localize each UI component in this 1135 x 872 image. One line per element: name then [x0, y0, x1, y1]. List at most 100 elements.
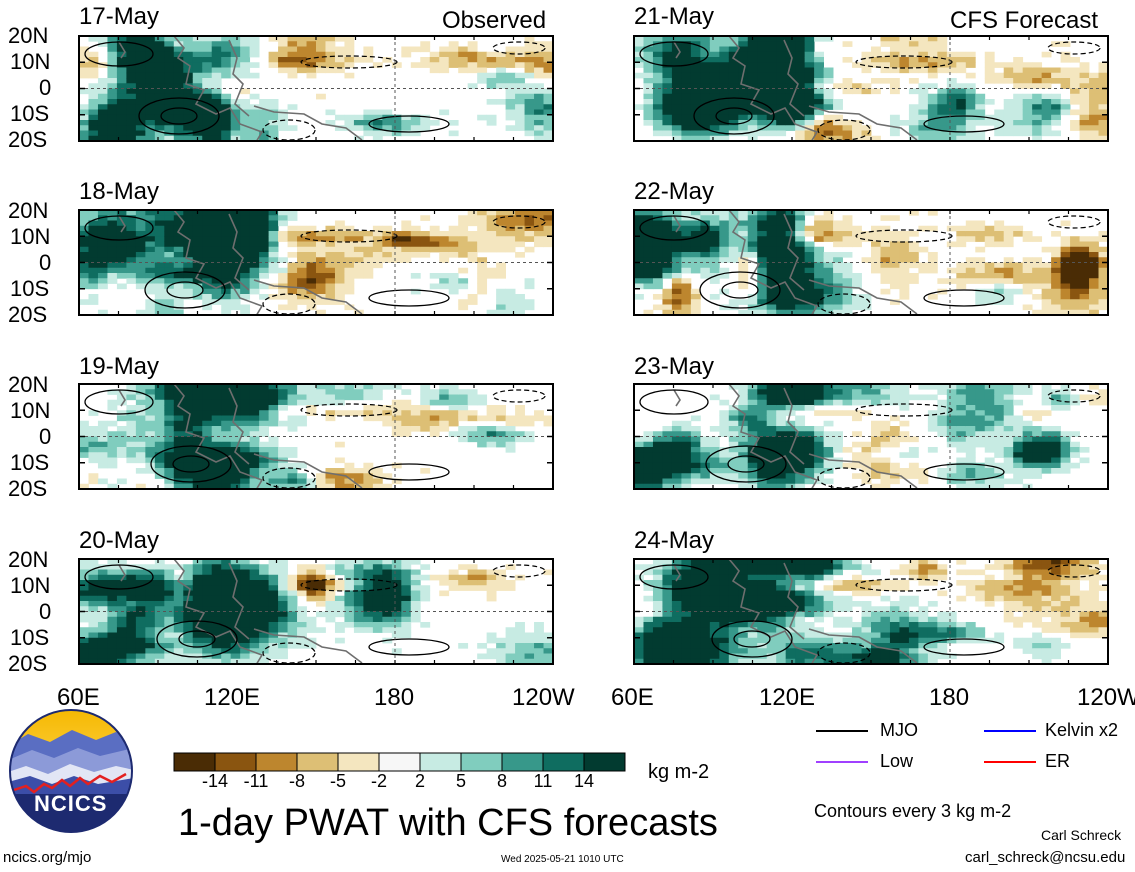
pwat-cell: [88, 262, 99, 269]
pwat-cell: [448, 252, 459, 258]
pwat-cell: [814, 462, 824, 469]
pwat-cell: [690, 36, 701, 42]
pwat-cell: [1051, 457, 1061, 464]
pwat-cell: [757, 257, 768, 263]
pwat-cell: [690, 41, 701, 47]
pwat-cell: [420, 590, 431, 597]
pwat-cell: [946, 93, 957, 100]
pwat-cell: [709, 478, 720, 485]
pwat-cell: [515, 99, 525, 105]
pwat-cell: [221, 658, 232, 664]
pwat-cell: [766, 109, 777, 116]
pwat-cell: [467, 394, 478, 401]
pwat-cell: [372, 483, 383, 489]
pwat-cell: [823, 468, 834, 474]
pwat-cell: [183, 616, 194, 623]
pwat-cell: [334, 299, 345, 305]
pwat-cell: [776, 41, 787, 47]
pwat-cell: [1003, 394, 1014, 401]
pwat-cell: [154, 606, 165, 612]
pwat-cell: [975, 420, 986, 427]
pwat-cell: [287, 585, 298, 591]
pwat-cell: [97, 601, 108, 607]
pwat-cell: [785, 41, 796, 47]
pwat-cell: [1060, 468, 1071, 474]
pwat-cell: [353, 473, 364, 479]
pwat-cell: [135, 595, 146, 602]
pwat-cell: [927, 130, 938, 137]
pwat-cell: [1060, 246, 1071, 253]
pwat-cell: [183, 252, 194, 258]
pwat-cell: [259, 410, 269, 416]
pwat-cell: [334, 288, 345, 295]
pwat-cell: [240, 114, 251, 121]
pwat-cell: [79, 611, 89, 618]
pwat-cell: [1098, 299, 1108, 305]
pwat-cell: [429, 431, 440, 437]
pwat-cell: [757, 389, 768, 395]
pwat-cell: [671, 426, 682, 432]
pwat-cell: [467, 215, 478, 221]
pwat-cell: [889, 283, 900, 290]
pwat-cell: [747, 441, 758, 448]
pwat-cell: [202, 405, 213, 411]
pwat-cell: [1041, 109, 1052, 116]
pwat-cell: [249, 41, 260, 47]
pwat-cell: [173, 457, 184, 464]
pwat-cell: [240, 595, 251, 602]
pwat-cell: [643, 51, 654, 58]
pwat-cell: [116, 93, 127, 100]
pwat-cell: [496, 431, 506, 437]
pwat-cell: [240, 104, 251, 110]
pwat-cell: [192, 246, 203, 253]
pwat-cell: [671, 72, 682, 79]
pwat-cell: [211, 590, 222, 597]
pwat-cell: [505, 104, 516, 110]
pwat-cell: [871, 431, 881, 437]
pwat-cell: [259, 462, 269, 469]
pwat-cell: [297, 231, 307, 237]
pwat-cell: [747, 426, 758, 432]
pwat-cell: [230, 294, 241, 300]
pwat-cell: [984, 57, 995, 63]
pwat-cell: [1070, 78, 1080, 84]
pwat-cell: [126, 93, 137, 100]
pwat-cell: [1089, 394, 1099, 401]
pwat-cell: [652, 83, 663, 89]
pwat-cell: [192, 595, 203, 602]
pwat-cell: [202, 236, 213, 242]
pwat-cell: [88, 109, 99, 116]
pwat-cell: [202, 104, 213, 110]
pwat-cell: [496, 236, 506, 242]
pwat-cell: [534, 215, 544, 221]
pwat-cell: [287, 72, 298, 79]
pwat-cell: [776, 457, 787, 464]
pwat-cell: [202, 585, 213, 591]
pwat-cell: [183, 637, 194, 644]
pwat-cell: [671, 309, 682, 315]
pwat-cell: [1051, 120, 1061, 126]
pwat-cell: [1070, 88, 1080, 95]
pwat-cell: [662, 41, 673, 47]
pwat-cell: [192, 288, 203, 295]
pwat-cell: [391, 426, 402, 432]
pwat-cell: [1089, 273, 1099, 279]
pwat-cell: [823, 67, 834, 74]
pwat-cell: [154, 415, 165, 422]
pwat-cell: [543, 653, 553, 660]
pwat-cell: [814, 104, 824, 110]
pwat-cell: [164, 436, 175, 443]
pwat-cell: [1022, 78, 1033, 84]
pwat-cell: [946, 225, 957, 232]
pwat-cell: [965, 452, 976, 458]
pwat-cell: [382, 569, 393, 576]
pwat-cell: [524, 299, 535, 305]
pwat-cell: [316, 93, 326, 100]
pwat-cell: [249, 447, 260, 453]
mjo-contour-negative: [855, 55, 953, 69]
pwat-cell: [249, 415, 260, 422]
pwat-cell: [505, 241, 516, 248]
pwat-cell: [946, 109, 957, 116]
pwat-cell: [79, 627, 89, 633]
pwat-cell: [662, 483, 673, 489]
